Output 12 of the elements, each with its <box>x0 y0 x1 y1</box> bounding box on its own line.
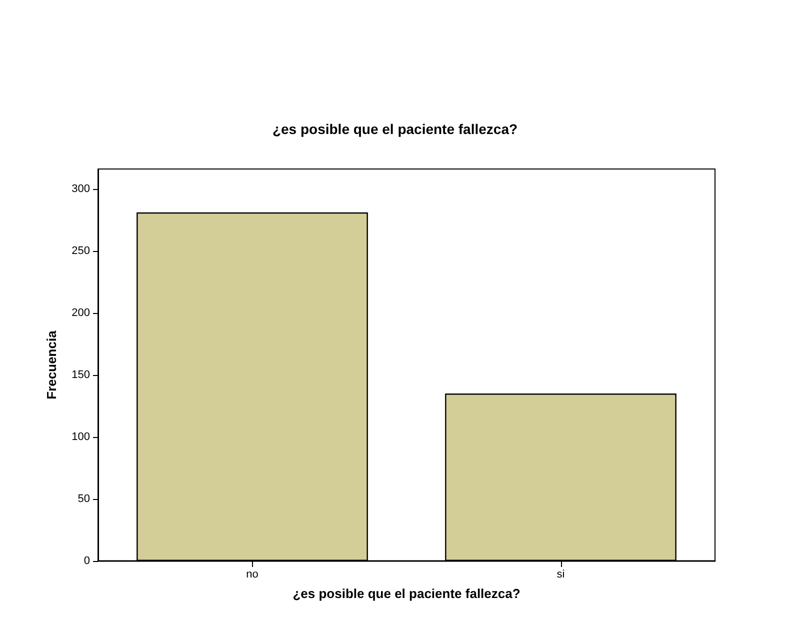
x-tick-label: no <box>246 568 258 580</box>
chart-title: ¿es posible que el paciente fallezca? <box>272 121 518 137</box>
x-tick-label: si <box>556 568 565 580</box>
y-tick-label: 250 <box>72 244 90 257</box>
x-axis-title: ¿es posible que el paciente fallezca? <box>292 586 520 601</box>
y-tick-label: 50 <box>78 492 90 505</box>
y-tick-label: 150 <box>72 368 90 381</box>
y-axis-title: Frecuencia <box>44 330 59 400</box>
y-tick-label: 200 <box>72 306 90 319</box>
y-tick-label: 100 <box>72 430 90 443</box>
y-tick-label: 300 <box>72 182 90 195</box>
y-tick-label: 0 <box>84 555 90 567</box>
